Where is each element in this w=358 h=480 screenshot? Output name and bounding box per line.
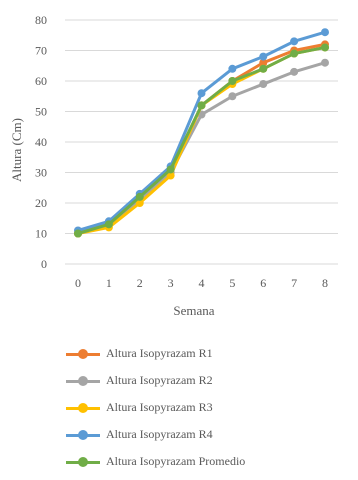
data-point bbox=[104, 220, 113, 229]
series-4 bbox=[74, 28, 329, 235]
legend-label: Altura Isopyrazam R2 bbox=[106, 373, 213, 387]
data-point bbox=[166, 165, 175, 174]
x-tick-label: 6 bbox=[260, 276, 266, 290]
y-tick-label: 40 bbox=[35, 135, 47, 149]
data-point bbox=[290, 67, 299, 76]
data-point bbox=[228, 77, 237, 85]
data-point bbox=[135, 199, 144, 207]
x-tick-label: 4 bbox=[199, 276, 205, 290]
series-line bbox=[77, 61, 326, 235]
legend-label: Altura Isopyrazam R1 bbox=[106, 346, 213, 360]
series-5 bbox=[74, 43, 329, 238]
legend-swatch bbox=[66, 348, 100, 360]
data-point bbox=[228, 64, 237, 73]
y-tick-label: 30 bbox=[35, 166, 47, 180]
legend-swatch bbox=[66, 456, 100, 468]
y-tick-label: 60 bbox=[35, 74, 47, 88]
y-tick-label: 50 bbox=[35, 105, 47, 119]
x-tick-label: 2 bbox=[137, 276, 143, 290]
data-point bbox=[259, 58, 268, 67]
data-point bbox=[197, 89, 206, 98]
x-tick-label: 0 bbox=[75, 276, 81, 290]
chart-legend: Altura Isopyrazam R1 Altura Isopyrazam R2… bbox=[66, 340, 245, 475]
data-point bbox=[321, 28, 329, 37]
legend-label: Altura Isopyrazam R4 bbox=[106, 427, 213, 441]
y-tick-label: 10 bbox=[35, 227, 47, 241]
x-axis-title: Semana bbox=[173, 303, 214, 318]
legend-swatch bbox=[66, 402, 100, 414]
data-point bbox=[228, 92, 237, 101]
x-tick-labels: 0 1 2 3 4 5 6 7 8 bbox=[75, 276, 328, 290]
legend-label: Altura Isopyrazam Promedio bbox=[106, 454, 246, 468]
data-point bbox=[259, 52, 268, 61]
y-tick-label: 0 bbox=[41, 257, 47, 271]
legend-item: Altura Isopyrazam R2 bbox=[66, 367, 245, 394]
y-tick-label: 20 bbox=[35, 196, 47, 210]
legend-item: Altura Isopyrazam R1 bbox=[66, 340, 245, 367]
data-point bbox=[290, 49, 299, 58]
data-point bbox=[321, 43, 329, 52]
x-tick-label: 5 bbox=[229, 276, 235, 290]
x-tick-label: 7 bbox=[291, 276, 297, 290]
legend-swatch bbox=[66, 375, 100, 387]
x-tick-label: 8 bbox=[322, 276, 328, 290]
legend-item: Altura Isopyrazam R3 bbox=[66, 394, 245, 421]
data-point bbox=[166, 171, 175, 180]
y-axis-title: Altura (Cm) bbox=[9, 118, 24, 182]
x-tick-label: 1 bbox=[106, 276, 112, 290]
legend-swatch bbox=[66, 429, 100, 441]
series-lines bbox=[74, 28, 329, 238]
data-point bbox=[197, 101, 206, 110]
data-point bbox=[135, 192, 144, 201]
data-point bbox=[290, 37, 299, 46]
y-tick-label: 80 bbox=[35, 13, 47, 27]
y-tick-labels: 0 10 20 30 40 50 60 70 80 bbox=[35, 13, 47, 271]
data-point bbox=[321, 58, 329, 67]
legend-item: Altura Isopyrazam Promedio bbox=[66, 448, 245, 475]
data-point bbox=[259, 64, 268, 73]
data-point bbox=[74, 229, 82, 238]
x-tick-label: 3 bbox=[168, 276, 174, 290]
legend-item: Altura Isopyrazam R4 bbox=[66, 421, 245, 448]
data-point bbox=[259, 80, 268, 89]
y-tick-label: 70 bbox=[35, 44, 47, 58]
legend-label: Altura Isopyrazam R3 bbox=[106, 400, 213, 414]
series-2 bbox=[74, 58, 329, 238]
series-line bbox=[77, 30, 326, 232]
